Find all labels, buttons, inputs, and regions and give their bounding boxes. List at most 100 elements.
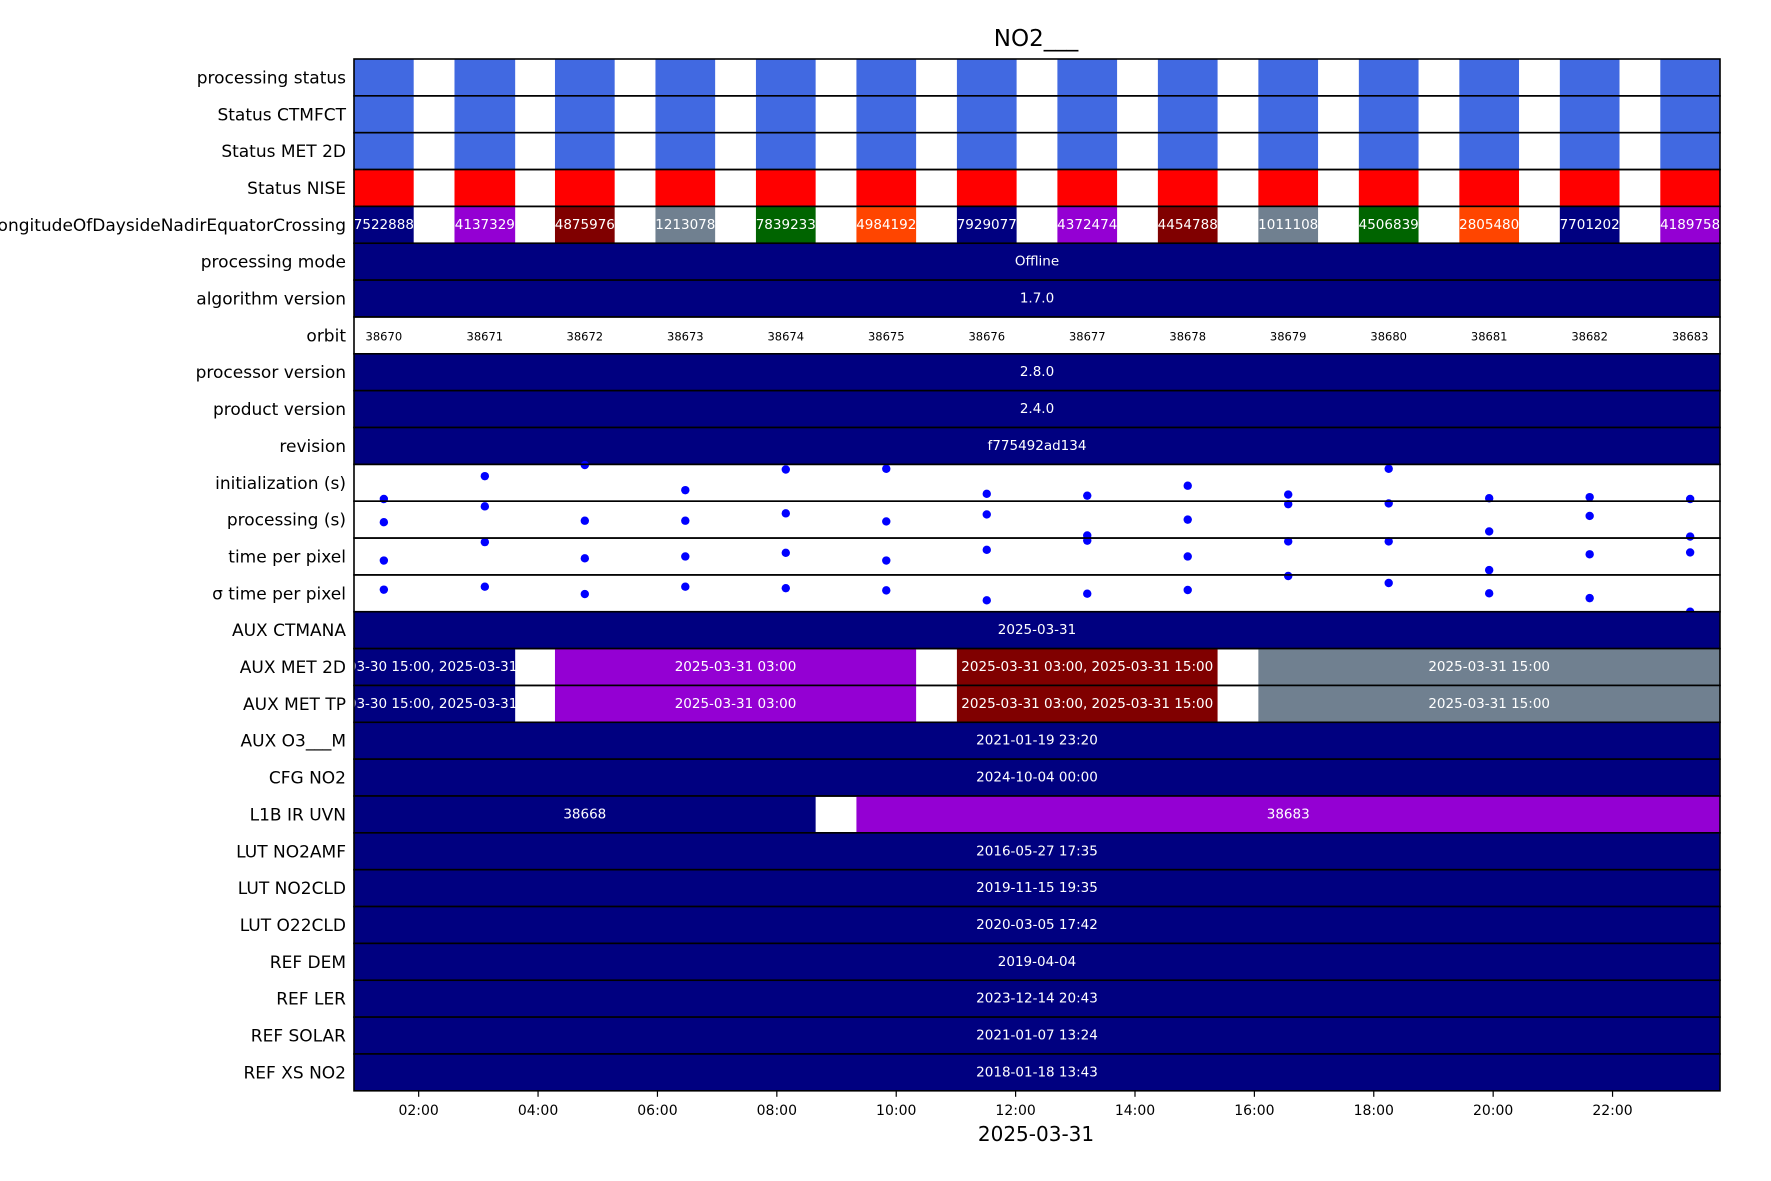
status-cell [454, 169, 516, 207]
row-status-ctmfct: Status CTMFCT [217, 95, 1721, 134]
row-product-version: product version 2.4.0 [213, 389, 1721, 429]
row-frame [353, 463, 1721, 503]
row-status-nise: Status NISE [247, 168, 1721, 208]
status-cell [1258, 59, 1319, 96]
x-tick-label: 12:00 [995, 1103, 1035, 1119]
scatter-point [681, 582, 690, 591]
span-cell [354, 796, 816, 833]
granule-cell [454, 206, 516, 244]
row-label: processing (s) [227, 511, 346, 531]
row-cfg-no2: CFG NO2 2024-10-04 00:00 [269, 758, 1721, 797]
cell-label: 2016-05-27 17:35 [976, 843, 1098, 859]
cell-label: 2025-03-31 15:00 [1428, 659, 1550, 675]
row-label: AUX MET 2D [240, 658, 346, 678]
row-label: LUT NO2CLD [238, 879, 346, 899]
status-cell [1559, 132, 1620, 170]
scatter-point [882, 464, 891, 473]
scatter-point [480, 502, 490, 511]
cell-label: 4372474 [1057, 217, 1117, 233]
x-tick-label: 06:00 [637, 1103, 677, 1119]
scatter-point [1284, 537, 1293, 546]
x-tick-label: 22:00 [1592, 1103, 1632, 1119]
row-lut-no2cld: LUT NO2CLD 2019-11-15 19:35 [238, 868, 1721, 908]
orbit-label: 38674 [767, 329, 804, 343]
status-cell [1258, 169, 1319, 207]
scatter-point [982, 545, 991, 555]
row-label: Status CTMFCT [217, 105, 346, 125]
x-tick-label: 02:00 [398, 1103, 438, 1119]
granule-cell [1358, 206, 1419, 244]
span-cell [354, 980, 1720, 1018]
x-axis-label: 2025-03-31 [978, 1122, 1094, 1146]
scatter-point [1183, 585, 1192, 595]
granule-cell [1660, 206, 1720, 244]
row-label: LongitudeOfDaysideNadirEquatorCrossing [0, 216, 346, 236]
row-label: AUX O3___M [241, 732, 347, 752]
scatter-point [1384, 537, 1393, 546]
orbit-label: 38682 [1571, 329, 1608, 343]
scatter-point [1585, 593, 1594, 603]
status-cell [856, 169, 917, 207]
row-label: REF XS NO2 [244, 1063, 347, 1083]
row-label: orbit [306, 326, 346, 346]
cell-label: 2.8.0 [1020, 364, 1054, 380]
cell-label: 2.4.0 [1020, 401, 1054, 417]
status-cell [655, 95, 716, 133]
status-cell [354, 59, 414, 96]
span-cell [354, 869, 1720, 907]
scatter-point [882, 556, 891, 565]
row-status-met-2d: Status MET 2D [221, 131, 1721, 171]
scatter-point [1685, 548, 1695, 557]
row-processor-version: processor version 2.8.0 [196, 352, 1721, 392]
scatter-point [781, 583, 790, 593]
row-label: LUT O22CLD [240, 916, 346, 936]
granule-cell [755, 206, 816, 244]
cell-label: 2023-12-14 20:43 [976, 991, 1098, 1007]
span-cell [1258, 685, 1720, 723]
orbit-label: 38675 [868, 329, 905, 343]
scatter-point [1484, 527, 1494, 536]
status-cell [655, 59, 716, 96]
row-time-per-pixel: time per pixel [228, 536, 1721, 576]
cell-label: 2020-03-05 17:42 [976, 917, 1098, 933]
cell-label: 2805480 [1459, 217, 1519, 233]
cell-label: 38668 [563, 806, 606, 822]
row-label: revision [279, 437, 346, 457]
row-processing-status: processing status [197, 58, 1721, 97]
chart-title: NO2___ [994, 26, 1079, 52]
scatter-point [681, 552, 690, 561]
row-label: CFG NO2 [269, 769, 346, 789]
x-tick-label: 16:00 [1234, 1103, 1274, 1119]
status-cell [454, 132, 516, 170]
orbit-label: 38676 [968, 329, 1005, 343]
cell-label: 2018-01-18 13:43 [976, 1064, 1098, 1080]
span-cell [354, 243, 1720, 281]
scatter-point [580, 554, 590, 563]
scatter-point [1585, 492, 1594, 502]
status-cell [1459, 59, 1520, 96]
x-tick-label: 10:00 [876, 1103, 916, 1119]
row-label: processor version [196, 363, 346, 383]
row-processing-s-: processing (s) [227, 499, 1721, 541]
status-cell [554, 169, 615, 207]
cell-label: 4875976 [555, 217, 615, 233]
row-label: LUT NO2AMF [236, 842, 346, 862]
status-cell [1660, 132, 1720, 170]
row-label: Status MET 2D [221, 142, 346, 162]
row-label: processing mode [201, 253, 346, 273]
cell-label: 1.7.0 [1020, 291, 1054, 307]
cell-label: 4984192 [856, 217, 916, 233]
granule-cell [856, 206, 917, 244]
cell-label: 2025-03-31 03:00, 2025-03-31 15:00 [961, 696, 1213, 712]
span-cell [354, 685, 516, 723]
span-cell [354, 390, 1720, 428]
x-tick-label: 04:00 [518, 1103, 558, 1119]
row-ref-ler: REF LER 2023-12-14 20:43 [276, 979, 1721, 1018]
granule-cell [1459, 206, 1520, 244]
scatter-point [681, 485, 690, 495]
status-cell [655, 169, 716, 207]
row-label: L1B IR UVN [250, 805, 346, 825]
granule-cell [554, 206, 615, 244]
scatter-point [781, 548, 790, 557]
